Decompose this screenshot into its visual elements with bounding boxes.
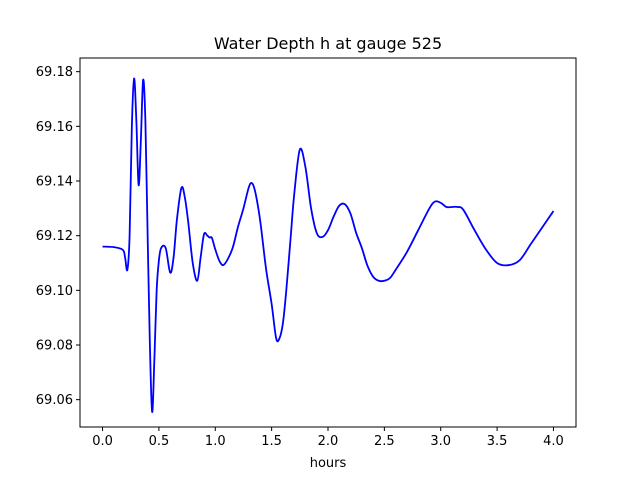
x-tick-label: 3.5 xyxy=(487,434,508,449)
x-tick-label: 1.0 xyxy=(205,434,226,449)
y-tick-label: 69.14 xyxy=(36,175,73,190)
x-tick-label: 4.0 xyxy=(543,434,564,449)
x-tick-label: 1.5 xyxy=(261,434,282,449)
x-axis: 0.0 0.5 1.0 1.5 2.0 2.5 3.0 3.5 4.0 xyxy=(92,427,564,449)
x-tick-label: 2.0 xyxy=(318,434,339,449)
y-tick-label: 69.10 xyxy=(36,284,73,299)
y-axis: 69.06 69.08 69.10 69.12 69.14 69.16 69.18 xyxy=(36,65,80,408)
x-tick-label: 0.0 xyxy=(92,434,113,449)
y-tick-label: 69.08 xyxy=(36,339,73,354)
chart-title: Water Depth h at gauge 525 xyxy=(214,34,442,53)
y-tick-label: 69.18 xyxy=(36,65,73,80)
x-axis-label: hours xyxy=(310,456,347,471)
y-tick-label: 69.16 xyxy=(36,120,73,135)
x-tick-label: 0.5 xyxy=(149,434,170,449)
y-tick-label: 69.06 xyxy=(36,393,73,408)
x-tick-label: 3.0 xyxy=(430,434,451,449)
series-line xyxy=(102,77,555,413)
x-tick-label: 2.5 xyxy=(374,434,395,449)
y-tick-label: 69.12 xyxy=(36,229,73,244)
